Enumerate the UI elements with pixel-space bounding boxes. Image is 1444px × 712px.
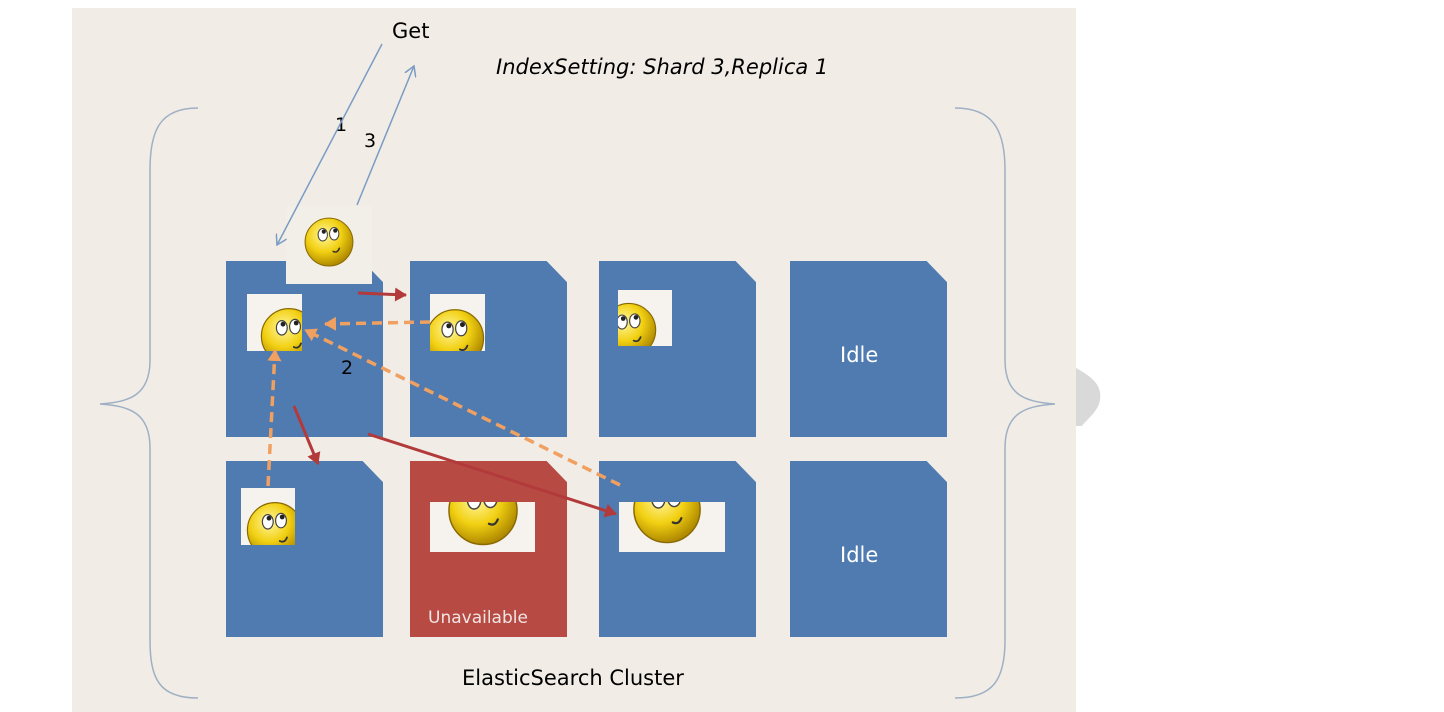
shard-tile-node5 xyxy=(241,488,295,545)
smiley-icon xyxy=(246,501,295,545)
node-8-idle xyxy=(790,461,947,637)
step-1-label: 1 xyxy=(335,114,348,136)
idle-label-top: Idle xyxy=(840,343,879,367)
smiley-icon xyxy=(632,502,702,544)
index-setting-label: IndexSetting: Shard 3,Replica 1 xyxy=(496,55,829,79)
get-label: Get xyxy=(392,19,430,43)
unavailable-label: Unavailable xyxy=(428,608,528,628)
shard-tile-node2 xyxy=(430,294,485,351)
node-4-idle xyxy=(790,261,947,437)
cluster-label: ElasticSearch Cluster xyxy=(462,666,684,690)
shard-tile-node7 xyxy=(619,502,725,552)
edge-shape xyxy=(1076,368,1101,426)
shard-tile-node3 xyxy=(618,290,672,346)
step-2-label: 2 xyxy=(341,357,354,379)
node-3 xyxy=(599,261,756,437)
idle-label-bottom: Idle xyxy=(840,543,879,567)
smiley-icon xyxy=(430,308,485,351)
shard-tile-node6 xyxy=(430,502,535,552)
smiley-icon xyxy=(618,302,657,346)
step-3-label: 3 xyxy=(364,130,377,152)
smiley-icon xyxy=(260,307,302,351)
client-smiley-tile xyxy=(286,206,372,284)
shard-tile-node1 xyxy=(247,294,302,351)
smiley-icon xyxy=(304,217,354,267)
smiley-icon xyxy=(447,502,519,546)
